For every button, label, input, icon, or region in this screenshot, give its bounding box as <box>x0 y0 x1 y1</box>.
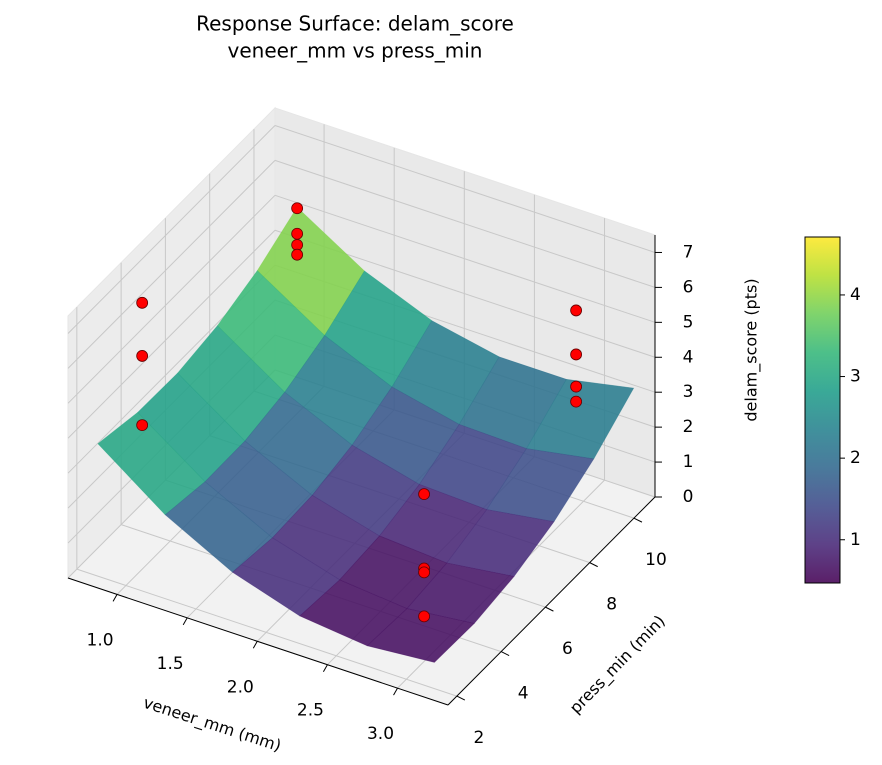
data-point <box>570 348 583 361</box>
data-point <box>570 395 583 408</box>
x-tick <box>393 687 398 696</box>
colorbar-tick-label: 1 <box>850 530 861 550</box>
data-point <box>136 350 149 362</box>
y-tick <box>456 695 466 701</box>
data-point <box>418 488 430 501</box>
y-tick-label: 2 <box>473 728 484 748</box>
z-tick-label: 7 <box>683 242 694 262</box>
x-tick-label: 1.5 <box>157 654 184 674</box>
colorbar <box>804 236 841 584</box>
y-tick-label: 4 <box>518 684 529 704</box>
y-axis-label: press_min (min) <box>566 611 670 718</box>
x-tick <box>322 664 328 672</box>
y-tick <box>589 562 598 568</box>
grid-line <box>274 124 656 253</box>
x-axis <box>67 577 449 706</box>
data-point <box>418 566 430 579</box>
data-point <box>291 202 304 215</box>
data-point <box>291 239 304 251</box>
x-tick <box>252 641 258 649</box>
x-tick-label: 2.5 <box>297 701 324 721</box>
y-axis <box>447 496 656 706</box>
data-point <box>570 304 583 317</box>
grid-line <box>67 194 276 404</box>
grid-line <box>76 568 458 697</box>
data-point <box>136 419 149 431</box>
y-tick <box>633 517 643 523</box>
grid-line <box>274 159 656 288</box>
z-tick-label: 1 <box>683 452 694 472</box>
x-tick-label: 2.0 <box>227 677 254 697</box>
surface-patch <box>366 608 475 663</box>
data-point <box>291 227 304 240</box>
grid-line <box>274 194 656 323</box>
x-tick <box>112 594 118 602</box>
y-tick-label: 10 <box>645 550 667 570</box>
x-tick-label: 3.0 <box>367 724 394 744</box>
grid-line <box>67 160 276 369</box>
z-tick-label: 6 <box>683 277 694 297</box>
colorbar-tick-label: 4 <box>850 285 861 305</box>
data-point <box>136 296 149 309</box>
data-point <box>570 380 583 393</box>
z-tick-label: 4 <box>683 347 694 367</box>
y-tick <box>500 651 510 657</box>
z-tick-label: 5 <box>683 312 694 332</box>
z-tick-label: 2 <box>683 417 694 437</box>
colorbar-tick-label: 3 <box>850 367 861 387</box>
z-tick-label: 0 <box>683 487 694 507</box>
chart-title: Response Surface: delam_score <box>196 12 514 36</box>
x-tick <box>182 617 188 626</box>
y-tick-label: 6 <box>562 639 573 659</box>
data-point <box>418 610 430 623</box>
x-axis-label: veneer_mm (mm) <box>141 693 284 756</box>
colorbar-tick-label: 2 <box>850 448 861 468</box>
y-tick <box>545 606 554 612</box>
chart-subtitle: veneer_mm vs press_min <box>228 39 483 63</box>
grid-line <box>67 125 276 334</box>
z-tick-label: 3 <box>683 382 694 402</box>
y-tick-label: 8 <box>606 595 617 615</box>
x-tick-label: 1.0 <box>87 630 114 650</box>
z-axis-label: delam_score (pts) <box>742 278 762 421</box>
data-point <box>291 248 304 261</box>
grid-line <box>67 229 276 439</box>
